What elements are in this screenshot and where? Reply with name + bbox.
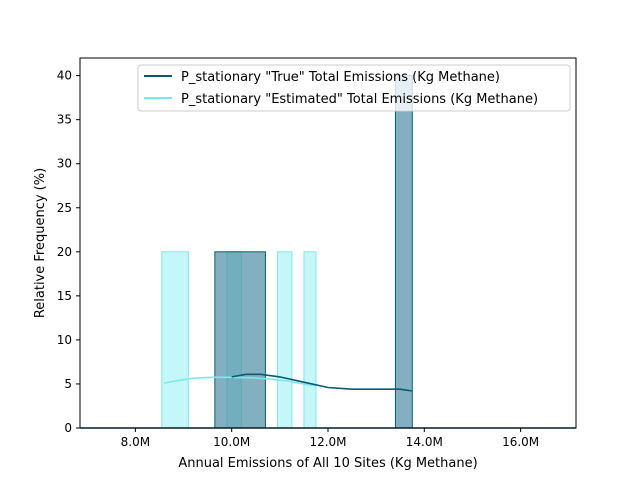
x-axis-label: Annual Emissions of All 10 Sites (Kg Met…	[178, 456, 477, 471]
kde-line-true	[231, 373, 413, 392]
kde-line-estimated	[164, 376, 317, 387]
bar-estimated-0	[161, 251, 189, 429]
legend: P_stationary "True" Total Emissions (Kg …	[137, 64, 571, 112]
y-tick-label-1: 5	[64, 377, 72, 391]
y-tick-label-0: 0	[64, 421, 72, 435]
x-tick-label-2: 12.0M	[309, 435, 346, 449]
bar-estimated-3	[303, 251, 317, 429]
bar-estimated-2	[276, 251, 293, 429]
bar-true-1	[394, 75, 413, 429]
y-tick-label-8: 40	[57, 69, 72, 83]
y-tick-label-6: 30	[57, 157, 72, 171]
y-tick-label-2: 10	[57, 333, 72, 347]
y-axis-ticks: 0 5 10 15 20 25 30 35 40	[57, 69, 80, 435]
legend-box	[137, 64, 571, 112]
legend-label-estimated: P_stationary "Estimated" Total Emissions…	[181, 92, 538, 107]
x-tick-label-0: 8.0M	[121, 435, 150, 449]
x-axis-ticks: 8.0M 10.0M 12.0M 14.0M 16.0M	[121, 428, 539, 449]
x-tick-label-1: 10.0M	[213, 435, 250, 449]
legend-label-true: P_stationary "True" Total Emissions (Kg …	[181, 70, 500, 85]
kde-lines	[80, 373, 576, 429]
y-axis-label: Relative Frequency (%)	[33, 168, 48, 318]
y-tick-label-3: 15	[57, 289, 72, 303]
y-tick-label-7: 35	[57, 113, 72, 127]
y-tick-label-4: 20	[57, 245, 72, 259]
bar-true-0	[214, 251, 266, 429]
x-tick-label-3: 14.0M	[406, 435, 443, 449]
y-tick-label-5: 25	[57, 201, 72, 215]
x-tick-label-4: 16.0M	[502, 435, 539, 449]
plot-area-frame	[79, 57, 577, 429]
